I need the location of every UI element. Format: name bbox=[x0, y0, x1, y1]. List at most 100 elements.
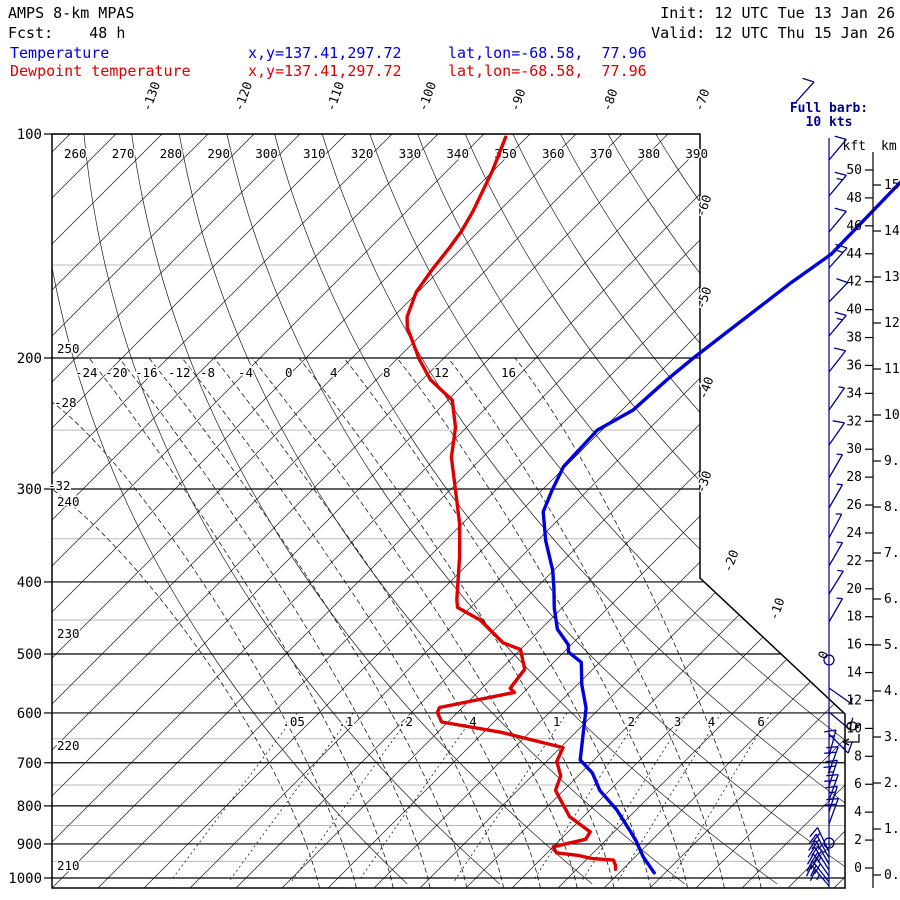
pressure-label: 500 bbox=[17, 647, 42, 663]
isotherm-right-label: -40 bbox=[695, 375, 717, 401]
pressure-label: 200 bbox=[17, 351, 42, 367]
kft-tick-label: 4 bbox=[854, 805, 862, 820]
mixing-ratio-label: 2 bbox=[628, 714, 636, 729]
kft-tick-label: 46 bbox=[846, 219, 862, 234]
kft-tick-label: 42 bbox=[846, 275, 862, 290]
pressure-axis-labels: 100 200 300 400 500 600 700 800 900 1000 bbox=[8, 127, 52, 887]
kft-tick-label: 36 bbox=[846, 358, 862, 373]
theta-left-label: 250 bbox=[57, 341, 80, 356]
pressure-lines-major bbox=[52, 134, 845, 879]
isotherm-right-label: -10 bbox=[766, 596, 788, 622]
isotherm-top-label: -120 bbox=[231, 80, 255, 113]
km-tick-label: 11. bbox=[884, 362, 900, 377]
theta-top-label: 380 bbox=[638, 146, 661, 161]
legend-temperature-latlon: lat,lon=-68.58, 77.96 bbox=[448, 44, 647, 62]
isotherm-top-label: -110 bbox=[323, 80, 347, 113]
km-tick-label: 10. bbox=[884, 408, 900, 423]
height-axes: 5048464442403836343230282624222018161412… bbox=[846, 152, 900, 888]
valid-time: Valid: 12 UTC Thu 15 Jan 26 bbox=[651, 24, 895, 42]
moist-adiabat-label: 0 bbox=[285, 365, 293, 380]
barb-legend-sample bbox=[795, 77, 815, 103]
mixing-ratio-label: 1 bbox=[553, 714, 561, 729]
init-time: Init: 12 UTC Tue 13 Jan 26 bbox=[660, 4, 895, 22]
moist-adiabat-label: -4 bbox=[238, 365, 253, 380]
moist-adiabat-left-label: -32 bbox=[48, 478, 71, 493]
kft-tick-label: 0 bbox=[854, 861, 862, 876]
pressure-lines-minor bbox=[52, 264, 845, 862]
pressure-label: 700 bbox=[17, 756, 42, 772]
theta-top-label: 390 bbox=[685, 146, 708, 161]
kft-tick-label: 38 bbox=[846, 331, 862, 346]
moist-adiabat-labels: -24 -20 -16 -12 -8 -4 0 4 8 12 16 -28 -32 bbox=[47, 364, 518, 495]
moist-adiabat-label: -20 bbox=[105, 365, 128, 380]
kft-tick-label: 26 bbox=[846, 498, 862, 513]
km-tick-label: 0. bbox=[884, 868, 900, 883]
isotherm-right-label: -20 bbox=[720, 548, 742, 574]
legend-dewpoint-latlon: lat,lon=-68.58, 77.96 bbox=[448, 62, 647, 80]
pressure-label: 900 bbox=[17, 837, 42, 853]
pressure-label: 800 bbox=[17, 799, 42, 815]
km-tick-label: 15. bbox=[884, 178, 900, 193]
km-tick-label: 3. bbox=[884, 730, 900, 745]
isotherm-right-label: -30 bbox=[693, 469, 715, 495]
moist-adiabat-label: -8 bbox=[200, 365, 215, 380]
moist-adiabat-label: -24 bbox=[75, 365, 98, 380]
mixing-ratio-label: .1 bbox=[338, 714, 353, 729]
theta-top-label: 320 bbox=[351, 146, 374, 161]
theta-left-label: 240 bbox=[57, 494, 80, 509]
theta-top-label: 260 bbox=[64, 146, 87, 161]
theta-left-label: 220 bbox=[57, 738, 80, 753]
theta-top-label: 290 bbox=[207, 146, 230, 161]
km-tick-label: 4. bbox=[884, 684, 900, 699]
kft-tick-label: 30 bbox=[846, 442, 862, 457]
mixing-ratio-lines bbox=[170, 712, 772, 882]
mixing-ratio-labels: .05.1.2.4 1 2 3 4 6 bbox=[281, 713, 767, 731]
km-tick-label: 1. bbox=[884, 822, 900, 837]
temperature-curve bbox=[541, 180, 900, 875]
kft-tick-label: 34 bbox=[846, 386, 862, 401]
pressure-label: 600 bbox=[17, 706, 42, 722]
moist-adiabat-label: 16 bbox=[501, 365, 516, 380]
moist-adiabat-label: -16 bbox=[135, 365, 158, 380]
kft-tick-label: 20 bbox=[846, 582, 862, 597]
kft-tick-label: 40 bbox=[846, 303, 862, 318]
moist-adiabat-label: 8 bbox=[383, 365, 391, 380]
kft-tick-label: 44 bbox=[846, 247, 862, 262]
isotherm-top-label: -100 bbox=[415, 80, 439, 113]
isotherm-top-label: -90 bbox=[507, 87, 529, 113]
isotherm-right-label: -50 bbox=[693, 285, 715, 311]
kft-tick-label: 6 bbox=[854, 777, 862, 792]
mixing-ratio-label: 6 bbox=[757, 714, 765, 729]
theta-top-label: 330 bbox=[399, 146, 422, 161]
km-tick-label: 7. bbox=[884, 546, 900, 561]
theta-left-label: 210 bbox=[57, 858, 80, 873]
dry-adiabat-labels: 260 270 280 290 300 310 320 330 340 350 360 370 380 3… bbox=[56, 145, 710, 875]
km-tick-label: 2. bbox=[884, 776, 900, 791]
theta-top-label: 280 bbox=[160, 146, 183, 161]
forecast-hour: Fcst: 48 h bbox=[8, 24, 125, 42]
kft-tick-label: 12 bbox=[846, 693, 862, 708]
kft-tick-label: 28 bbox=[846, 470, 862, 485]
km-axis-title: km bbox=[881, 139, 897, 154]
kft-axis-title: kft bbox=[843, 139, 866, 154]
moist-adiabat-label: -12 bbox=[168, 365, 191, 380]
barb-legend-line2: 10 kts bbox=[806, 115, 853, 130]
theta-top-label: 360 bbox=[542, 146, 565, 161]
dewpoint-curve bbox=[405, 135, 618, 871]
km-tick-label: 6. bbox=[884, 592, 900, 607]
pressure-label: 100 bbox=[17, 127, 42, 143]
kft-tick-label: 8 bbox=[854, 749, 862, 764]
theta-top-label: 310 bbox=[303, 146, 326, 161]
wind-barbs bbox=[805, 135, 854, 888]
moist-adiabat-label: 12 bbox=[434, 365, 449, 380]
pressure-label: 400 bbox=[17, 575, 42, 591]
km-tick-label: 8. bbox=[884, 500, 900, 515]
theta-left-label: 230 bbox=[57, 626, 80, 641]
legend-dewpoint-xy: x,y=137.41,297.72 bbox=[248, 62, 402, 80]
theta-top-label: 370 bbox=[590, 146, 613, 161]
barb-legend-line1: Full barb: bbox=[790, 101, 868, 116]
chart-title: AMPS 8-km MPAS bbox=[8, 4, 134, 22]
km-tick-label: 9. bbox=[884, 454, 900, 469]
moist-adiabat-left-label: -28 bbox=[54, 395, 77, 410]
